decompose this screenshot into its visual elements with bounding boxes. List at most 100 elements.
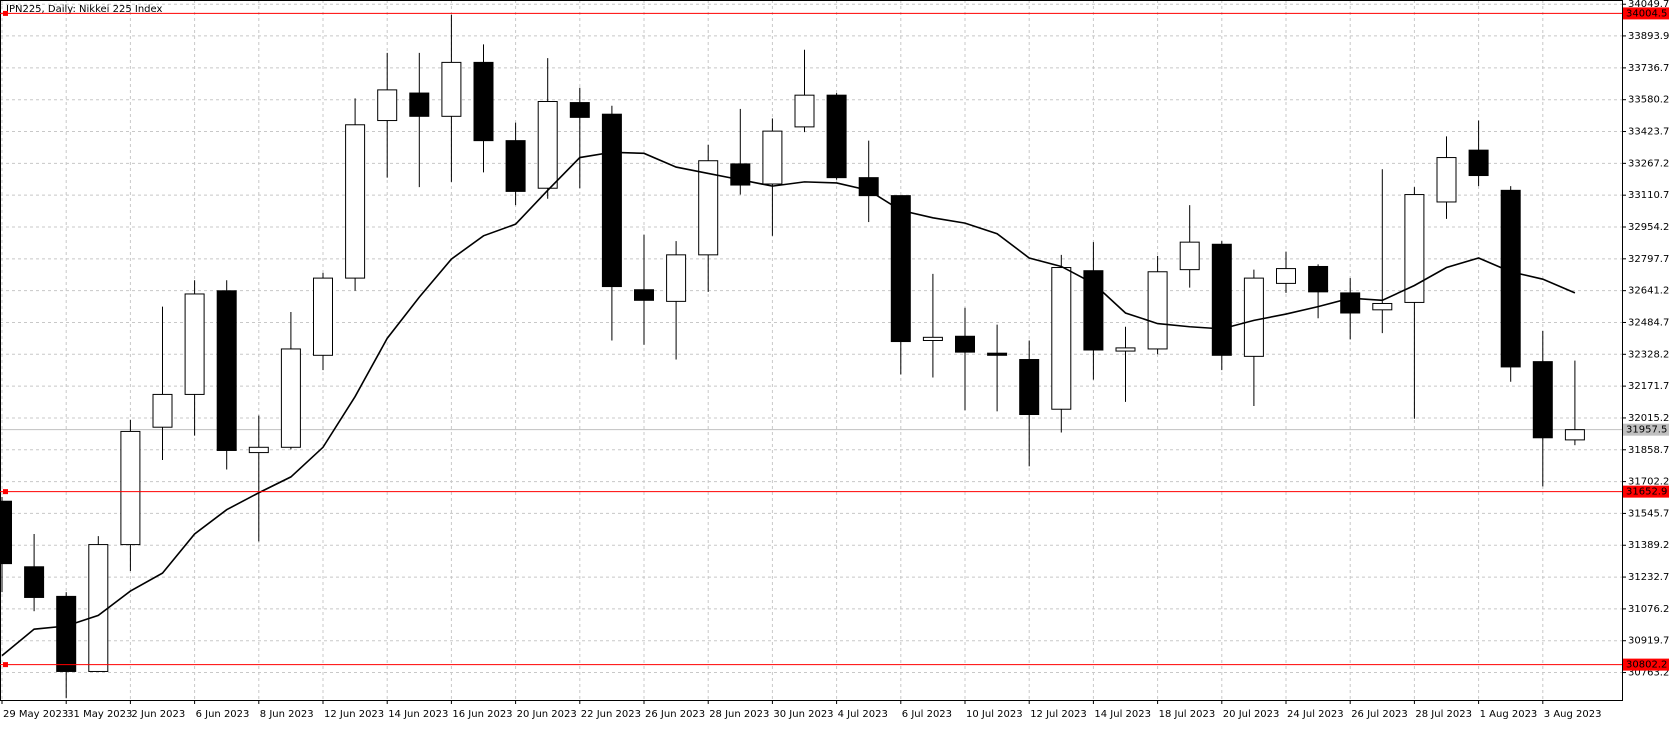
- moving-average-line: [1, 151, 1576, 657]
- last-price-label: 31957.5: [1626, 425, 1667, 436]
- x-tick-label: 30 Jun 2023: [773, 709, 833, 720]
- x-tick-label: 1 Aug 2023: [1480, 709, 1538, 720]
- candle-body: [601, 113, 622, 288]
- candle-body: [922, 336, 943, 341]
- x-tick-label: 6 Jun 2023: [196, 709, 250, 720]
- y-tick-label: 32641.2: [1628, 286, 1669, 297]
- y-tick-label: 31702.2: [1628, 477, 1669, 488]
- candle-body: [1404, 194, 1425, 303]
- y-tick-label: 32171.7: [1628, 381, 1669, 392]
- x-tick-label: 14 Jun 2023: [388, 709, 448, 720]
- candle-body: [858, 177, 879, 197]
- candle-body: [1436, 157, 1457, 203]
- grid: [0, 0, 1622, 700]
- chart-title: JPN225, Daily: Nikkei 225 Index: [5, 4, 162, 15]
- candle-body: [248, 446, 269, 454]
- plot-frame: [0, 0, 1623, 701]
- x-tick-label: 22 Jun 2023: [581, 709, 641, 720]
- y-tick-label: 31232.7: [1628, 572, 1669, 583]
- candle-body: [88, 544, 109, 672]
- candle-body: [152, 393, 173, 428]
- y-tick-label: 31858.7: [1628, 445, 1669, 456]
- candle-body: [1051, 267, 1072, 410]
- y-tick-label: 33580.2: [1628, 95, 1669, 106]
- x-tick-label: 31 May 2023: [67, 709, 132, 720]
- y-tick-label: 34049.7: [1628, 0, 1669, 10]
- x-tick-label: 29 May 2023: [3, 709, 68, 720]
- x-tick-label: 24 Jul 2023: [1287, 709, 1344, 720]
- x-tick-label: 14 Jul 2023: [1094, 709, 1151, 720]
- x-tick-label: 10 Jul 2023: [966, 709, 1023, 720]
- level-marker: [3, 10, 8, 16]
- y-tick-label: 32954.2: [1628, 222, 1669, 233]
- candle-body: [1340, 292, 1361, 314]
- y-tick-label: 33893.9: [1628, 31, 1669, 42]
- y-tick-label: 30763.2: [1628, 668, 1669, 679]
- candle-body: [1308, 265, 1329, 293]
- candle-body: [184, 293, 205, 395]
- candle-body: [1179, 241, 1200, 271]
- y-tick-label: 33110.7: [1628, 190, 1669, 201]
- candle-body: [1468, 149, 1489, 177]
- candle-body: [1372, 302, 1393, 311]
- x-tick-label: 18 Jul 2023: [1159, 709, 1216, 720]
- last-price-box: [1623, 423, 1669, 436]
- y-tick-label: 32484.7: [1628, 317, 1669, 328]
- plot: [0, 14, 1585, 698]
- x-tick-label: 12 Jul 2023: [1030, 709, 1087, 720]
- candle-body: [345, 124, 366, 279]
- candle-body: [698, 160, 719, 256]
- x-tick-label: 4 Jul 2023: [838, 709, 888, 720]
- candle-body: [666, 254, 687, 302]
- candle-body: [1276, 268, 1296, 284]
- y-tick-label: 32797.7: [1628, 254, 1669, 265]
- y-tick-label: 33423.7: [1628, 127, 1669, 138]
- x-tick-label: 28 Jul 2023: [1415, 709, 1472, 720]
- candle-body: [890, 195, 911, 343]
- level-box: [1623, 7, 1669, 20]
- y-tick-label: 32015.2: [1628, 413, 1669, 424]
- candle-body: [24, 566, 45, 598]
- candle-body: [120, 430, 141, 546]
- candle-body: [1115, 347, 1136, 352]
- level-marker: [3, 489, 8, 495]
- candle-body: [1564, 429, 1585, 441]
- level-box: [1623, 658, 1669, 671]
- candle-body: [987, 352, 1008, 356]
- y-tick-label: 33267.2: [1628, 158, 1669, 169]
- level-label: 30802.2: [1626, 660, 1667, 671]
- candle-body: [730, 163, 751, 186]
- candle-body: [955, 335, 975, 353]
- candle-body: [1243, 277, 1264, 357]
- x-tick-label: 26 Jun 2023: [645, 709, 705, 720]
- y-tick-label: 31076.2: [1628, 604, 1669, 615]
- y-tick-label: 30919.7: [1628, 636, 1669, 647]
- x-tick-label: 20 Jul 2023: [1223, 709, 1280, 720]
- candle-body: [826, 94, 847, 179]
- y-tick-label: 31545.7: [1628, 508, 1669, 519]
- y-tick-label: 31389.2: [1628, 540, 1669, 551]
- y-tick-label: 32328.2: [1628, 349, 1669, 360]
- candle-body: [56, 595, 77, 672]
- candle-body: [409, 92, 430, 117]
- candle-body: [634, 289, 654, 301]
- level-label: 34004.5: [1626, 8, 1667, 19]
- candle-body: [1211, 243, 1232, 356]
- candle-body: [280, 348, 301, 448]
- candle-body: [537, 101, 558, 189]
- candle-body: [473, 61, 494, 142]
- candle-body: [569, 102, 590, 118]
- x-tick-label: 6 Jul 2023: [902, 709, 952, 720]
- candle-body: [1083, 270, 1104, 351]
- candle-body: [794, 94, 815, 128]
- candle-body: [1147, 271, 1168, 350]
- candle-body: [313, 277, 333, 356]
- candle-body: [1532, 361, 1553, 439]
- level-marker: [3, 662, 8, 668]
- candle-body: [1019, 359, 1040, 416]
- x-tick-label: 2 Jun 2023: [131, 709, 185, 720]
- x-tick-label: 8 Jun 2023: [260, 709, 314, 720]
- candle-body: [441, 61, 462, 117]
- x-tick-label: 26 Jul 2023: [1351, 709, 1408, 720]
- candle-body: [1500, 189, 1521, 368]
